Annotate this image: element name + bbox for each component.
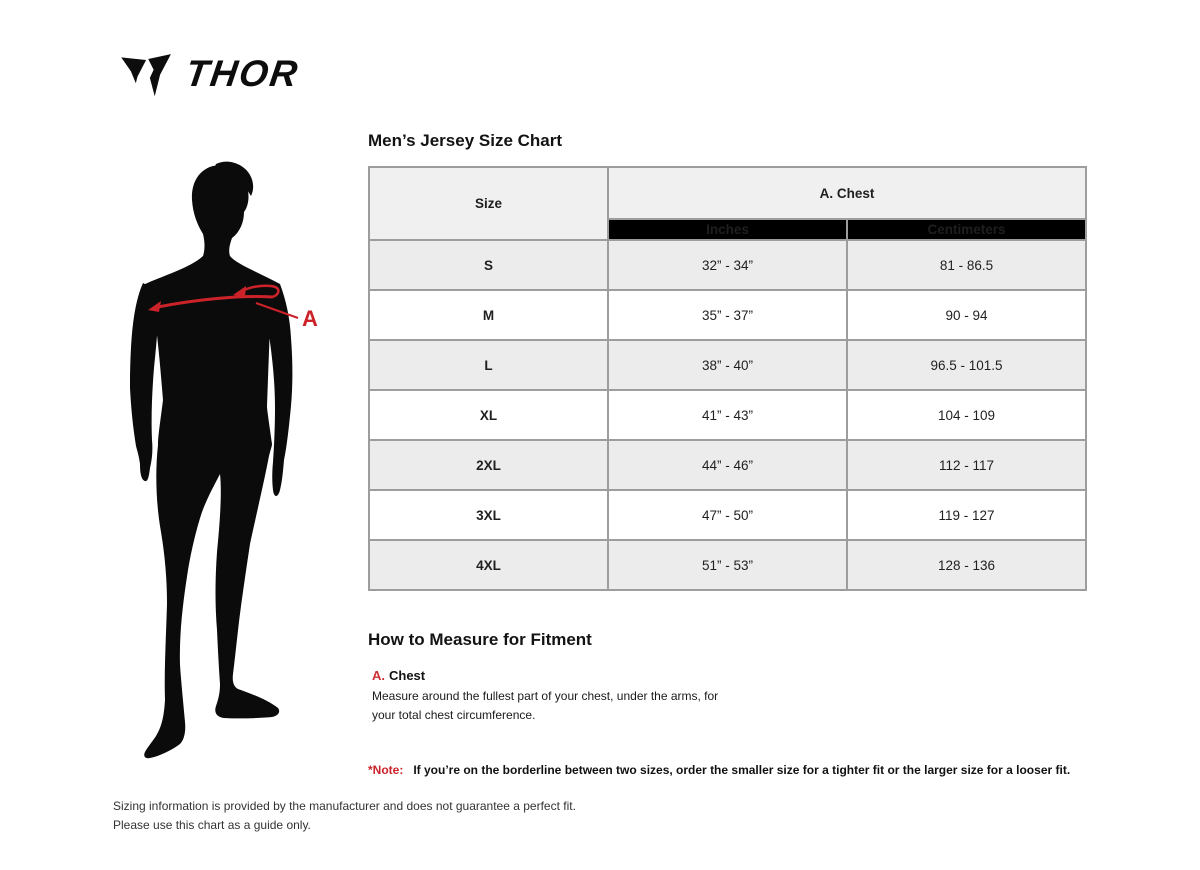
table-row: 3XL 47” - 50” 119 - 127: [368, 489, 1088, 541]
note-prefix: *Note:: [368, 763, 404, 777]
measure-letter: A.: [372, 668, 385, 683]
measure-item: A. Chest Measure around the fullest part …: [372, 668, 732, 724]
thor-horns-icon: [121, 54, 171, 97]
table-row: 2XL 44” - 46” 112 - 117: [368, 439, 1088, 491]
inches-cell: 41” - 43”: [607, 389, 848, 441]
disclaimer: Sizing information is provided by the ma…: [113, 797, 576, 834]
table-row: 4XL 51” - 53” 128 - 136: [368, 539, 1088, 591]
body-silhouette-figure: A: [130, 161, 318, 759]
disclaimer-line-1: Sizing information is provided by the ma…: [113, 799, 576, 813]
inches-cell: 47” - 50”: [607, 489, 848, 541]
size-cell: 4XL: [368, 539, 609, 591]
table-row: XL 41” - 43” 104 - 109: [368, 389, 1088, 441]
brand-wordmark: THOR: [183, 52, 302, 94]
measure-marker-a: A: [302, 306, 318, 331]
table-row: M 35” - 37” 90 - 94: [368, 289, 1088, 341]
size-cell: 3XL: [368, 489, 609, 541]
centimeters-cell: 90 - 94: [845, 289, 1088, 341]
centimeters-cell: 81 - 86.5: [845, 239, 1088, 291]
brand-logo: THOR: [118, 48, 302, 98]
size-cell: 2XL: [368, 439, 609, 491]
table-row: L 38” - 40” 96.5 - 101.5: [368, 339, 1088, 391]
inches-cell: 38” - 40”: [607, 339, 848, 391]
disclaimer-line-2: Please use this chart as a guide only.: [113, 817, 311, 832]
column-header-inches: Inches: [607, 218, 848, 241]
table-row: S 32” - 34” 81 - 86.5: [368, 239, 1088, 291]
column-header-size: Size: [368, 166, 609, 241]
sizing-note: *Note: If you’re on the borderline betwee…: [368, 763, 1070, 777]
column-header-centimeters: Centimeters: [845, 218, 1088, 241]
marker-leader-line: [255, 302, 299, 319]
centimeters-cell: 96.5 - 101.5: [845, 339, 1088, 391]
note-text: If you’re on the borderline between two …: [413, 763, 1071, 777]
inches-cell: 44” - 46”: [607, 439, 848, 491]
size-cell: M: [368, 289, 609, 341]
chest-measure-tape: A: [148, 284, 318, 331]
size-cell: L: [368, 339, 609, 391]
inches-cell: 51” - 53”: [607, 539, 848, 591]
inches-cell: 35” - 37”: [607, 289, 848, 341]
measure-label: Chest: [389, 668, 426, 683]
centimeters-cell: 112 - 117: [845, 439, 1088, 491]
size-cell: XL: [368, 389, 609, 441]
size-cell: S: [368, 239, 609, 291]
size-chart-table: Size A. Chest Inches Centimeters S 32” -…: [368, 166, 1088, 591]
centimeters-cell: 104 - 109: [845, 389, 1088, 441]
size-chart-title: Men’s Jersey Size Chart: [368, 131, 563, 150]
centimeters-cell: 119 - 127: [845, 489, 1088, 541]
measure-heading: How to Measure for Fitment: [368, 630, 592, 649]
male-body-silhouette: [130, 161, 293, 759]
column-header-chest: A. Chest: [606, 166, 1088, 220]
measure-description: Measure around the fullest part of your …: [372, 689, 719, 722]
centimeters-cell: 128 - 136: [845, 539, 1088, 591]
inches-cell: 32” - 34”: [607, 239, 848, 291]
